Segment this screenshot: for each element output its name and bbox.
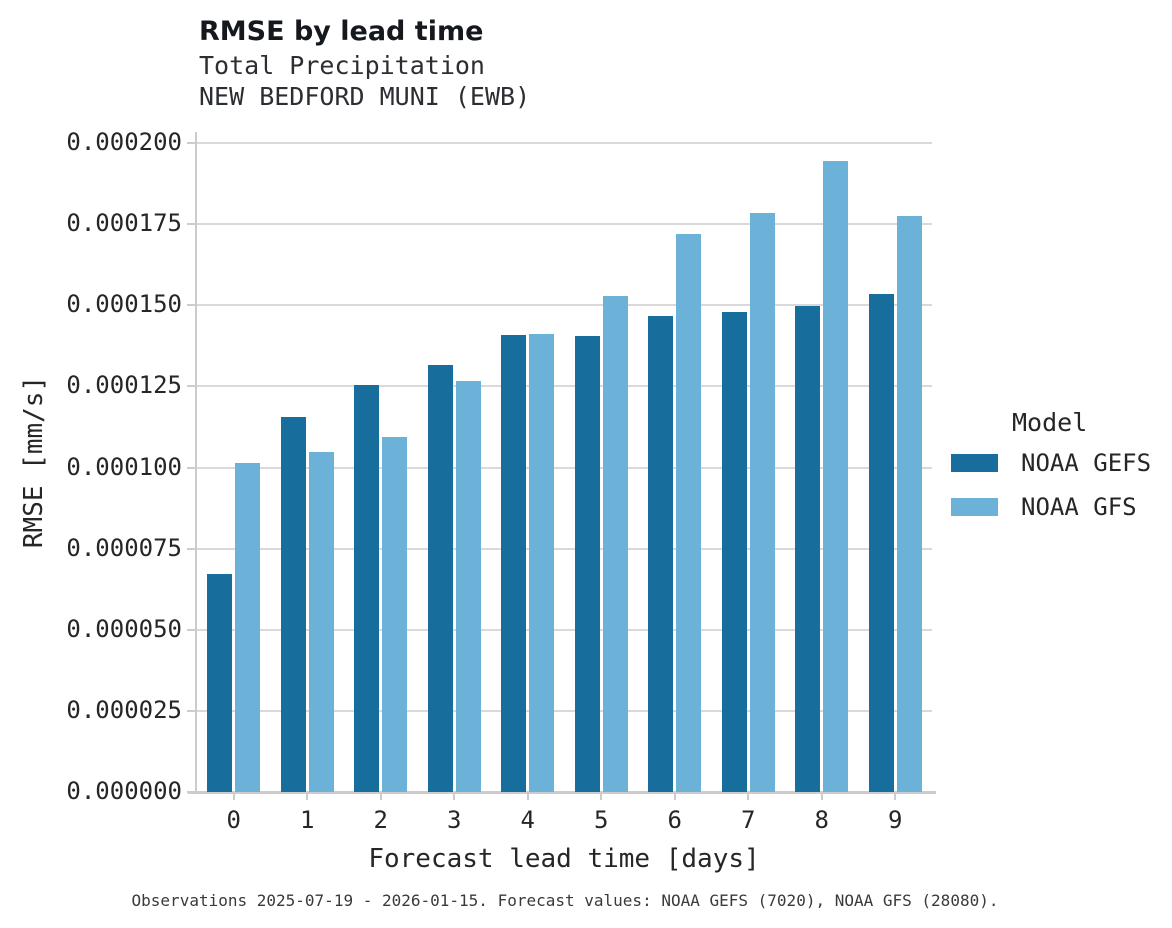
y-tick-mark — [187, 791, 195, 793]
bar-group-lead-4 — [491, 132, 565, 792]
y-tick-mark — [187, 547, 195, 550]
x-tick-mark — [747, 794, 750, 800]
bar-noaa-gfs-lead-5 — [602, 296, 628, 792]
gridline — [197, 385, 932, 388]
y-tick-label: 0.000050 — [66, 614, 182, 643]
bar-noaa-gefs-lead-1 — [280, 416, 306, 792]
x-tick-label: 6 — [667, 806, 682, 834]
x-tick-mark — [600, 794, 603, 800]
plot-area — [187, 132, 936, 800]
bar-group-lead-3 — [418, 132, 492, 792]
x-tick-label: 5 — [594, 806, 609, 834]
x-tick-label: 4 — [520, 806, 535, 834]
bar-noaa-gfs-lead-3 — [455, 380, 481, 792]
gridline — [197, 223, 932, 226]
legend: Model NOAA GEFS NOAA GFS — [948, 408, 1172, 537]
y-tick-label: 0.000100 — [66, 452, 182, 481]
bar-group-lead-6 — [638, 132, 712, 792]
legend-swatch-noaa-gfs — [951, 498, 998, 516]
y-tick-mark — [187, 142, 195, 145]
y-tick-mark — [187, 304, 195, 307]
y-tick-mark — [187, 223, 195, 226]
y-tick-mark — [187, 466, 195, 469]
x-tick-mark — [453, 794, 456, 800]
bar-noaa-gefs-lead-6 — [648, 315, 674, 792]
x-tick-label: 8 — [814, 806, 829, 834]
gridline — [197, 628, 932, 631]
x-axis-label: Forecast lead time [days] — [368, 844, 760, 874]
bar-noaa-gefs-lead-7 — [721, 312, 747, 792]
x-tick-label: 9 — [888, 806, 903, 834]
x-tick-mark — [820, 794, 823, 800]
y-tick-label: 0.000175 — [66, 209, 182, 238]
gridline — [197, 709, 932, 712]
bar-noaa-gfs-lead-9 — [896, 215, 922, 792]
chart-subtitle-station: NEW BEDFORD MUNI (EWB) — [199, 82, 531, 111]
x-tick-label: 0 — [226, 806, 241, 834]
legend-label-noaa-gefs: NOAA GEFS — [1021, 449, 1152, 477]
y-tick-label: 0.000200 — [66, 128, 182, 157]
y-tick-label: 0.000025 — [66, 695, 182, 724]
y-tick-mark — [187, 709, 195, 712]
bar-noaa-gefs-lead-5 — [574, 335, 600, 792]
y-tick-mark — [187, 385, 195, 388]
y-tick-mark — [187, 628, 195, 631]
bar-group-lead-5 — [565, 132, 639, 792]
bar-group-lead-7 — [712, 132, 786, 792]
bar-group-lead-2 — [344, 132, 418, 792]
x-axis-spine — [188, 791, 936, 794]
bar-noaa-gfs-lead-2 — [382, 437, 408, 792]
bar-noaa-gefs-lead-4 — [501, 335, 527, 792]
y-tick-label: 0.000000 — [66, 777, 182, 805]
x-tick-label: 1 — [300, 806, 315, 834]
bar-noaa-gefs-lead-8 — [795, 306, 821, 792]
bar-noaa-gefs-lead-3 — [427, 365, 453, 792]
bar-noaa-gefs-lead-2 — [354, 385, 380, 792]
legend-item-noaa-gefs: NOAA GEFS — [948, 449, 1172, 477]
x-tick-label: 2 — [373, 806, 388, 834]
gridline — [197, 547, 932, 550]
footer-caption: Observations 2025-07-19 - 2026-01-15. Fo… — [131, 891, 999, 910]
bar-noaa-gfs-lead-6 — [676, 233, 702, 792]
gridline — [197, 304, 932, 307]
bar-noaa-gfs-lead-4 — [529, 333, 555, 792]
gridline — [197, 466, 932, 469]
legend-item-noaa-gfs: NOAA GFS — [948, 493, 1172, 521]
bar-group-lead-8 — [785, 132, 859, 792]
x-tick-mark — [673, 794, 676, 800]
chart-title: RMSE by lead time — [199, 16, 484, 47]
bar-noaa-gfs-lead-8 — [823, 160, 849, 792]
bar-noaa-gfs-lead-1 — [308, 452, 334, 792]
x-tick-label: 3 — [447, 806, 462, 834]
y-tick-label: 0.000150 — [66, 290, 182, 319]
bar-noaa-gefs-lead-9 — [868, 293, 894, 792]
legend-swatch-noaa-gefs — [951, 454, 998, 472]
x-tick-mark — [306, 794, 309, 800]
x-tick-mark — [379, 794, 382, 800]
chart-subtitle-variable: Total Precipitation — [199, 51, 485, 80]
bar-group-lead-9 — [859, 132, 933, 792]
bar-group-lead-0 — [197, 132, 271, 792]
x-tick-mark — [526, 794, 529, 800]
bar-noaa-gefs-lead-0 — [207, 573, 233, 792]
x-tick-mark — [894, 794, 897, 800]
y-tick-label: 0.000075 — [66, 533, 182, 562]
bar-noaa-gfs-lead-0 — [235, 462, 261, 792]
legend-title: Model — [1012, 408, 1088, 437]
x-tick-mark — [232, 794, 235, 800]
bar-noaa-gfs-lead-7 — [749, 212, 775, 792]
x-tick-label: 7 — [741, 806, 756, 834]
legend-label-noaa-gfs: NOAA GFS — [1021, 493, 1137, 521]
y-axis-spine — [195, 132, 197, 792]
bar-group-lead-1 — [271, 132, 345, 792]
gridline — [197, 142, 932, 145]
y-tick-label: 0.000125 — [66, 371, 182, 400]
